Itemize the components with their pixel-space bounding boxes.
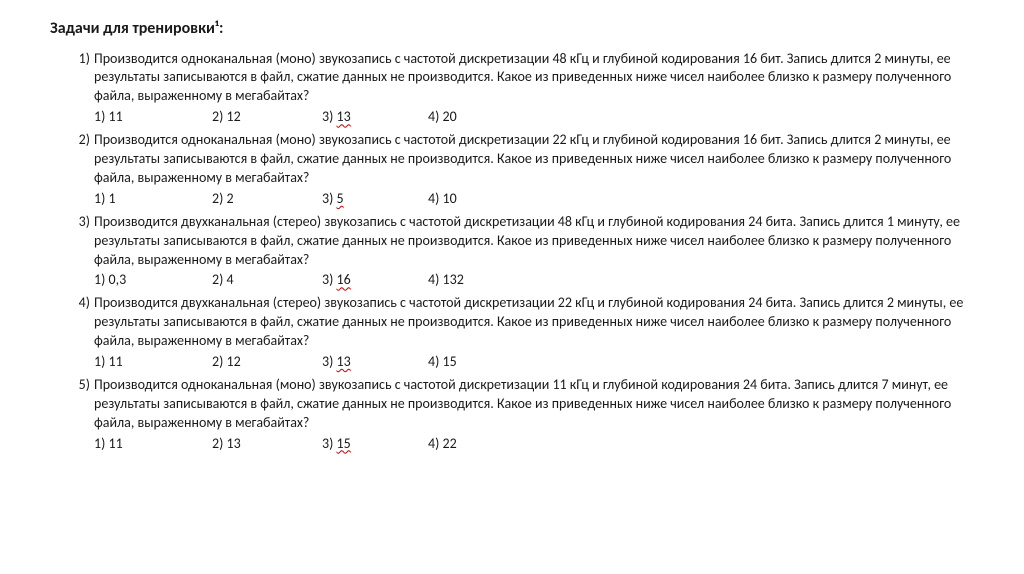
problem-text: Производится двухканальная (стерео) звук… (94, 213, 974, 270)
answer-prefix: 3) (322, 435, 337, 452)
list-item: 5)Производится одноканальная (моно) звук… (78, 376, 974, 454)
answer-option: 2) 13 (212, 435, 322, 454)
answer-value: 13 (337, 108, 351, 125)
answer-option: 4) 20 (428, 108, 457, 127)
answer-option: 3) 15 (322, 435, 428, 454)
page-title: Задачи для тренировки¹: (50, 18, 974, 40)
answer-value: 5 (337, 190, 344, 207)
answer-prefix: 3) (322, 190, 337, 207)
answer-option: 1) 11 (94, 435, 212, 454)
answer-row: 1) 112) 133) 154) 22 (94, 435, 974, 454)
problem-list: 1)Производится одноканальная (моно) звук… (50, 50, 974, 454)
problem-text: Производится одноканальная (моно) звукоз… (94, 131, 974, 188)
answer-option: 4) 15 (428, 353, 457, 372)
answer-row: 1) 112) 123) 134) 15 (94, 353, 974, 372)
list-item: 4)Производится двухканальная (стерео) зв… (78, 294, 974, 372)
answer-option: 1) 11 (94, 353, 212, 372)
answer-option: 2) 4 (212, 271, 322, 290)
answer-option: 3) 13 (322, 353, 428, 372)
answer-value: 13 (337, 353, 351, 370)
answer-prefix: 3) (322, 108, 337, 125)
problem-number: 1) (66, 50, 90, 69)
answer-value: 15 (337, 435, 351, 452)
answer-row: 1) 0,32) 43) 164) 132 (94, 271, 974, 290)
answer-prefix: 3) (322, 271, 337, 288)
problem-number: 2) (66, 131, 90, 150)
answer-prefix: 3) (322, 353, 337, 370)
answer-option: 1) 1 (94, 190, 212, 209)
answer-option: 3) 13 (322, 108, 428, 127)
answer-row: 1) 12) 23) 54) 10 (94, 190, 974, 209)
document-page: Задачи для тренировки¹: 1)Производится о… (0, 0, 1024, 477)
list-item: 1)Производится одноканальная (моно) звук… (78, 50, 974, 128)
answer-option: 4) 22 (428, 435, 457, 454)
answer-row: 1) 112) 123) 134) 20 (94, 108, 974, 127)
answer-option: 2) 12 (212, 353, 322, 372)
problem-number: 3) (66, 213, 90, 232)
problem-text: Производится одноканальная (моно) звукоз… (94, 376, 974, 433)
problem-number: 5) (66, 376, 90, 395)
answer-option: 2) 2 (212, 190, 322, 209)
answer-value: 16 (337, 271, 351, 288)
list-item: 2)Производится одноканальная (моно) звук… (78, 131, 974, 209)
problem-number: 4) (66, 294, 90, 313)
answer-option: 3) 5 (322, 190, 428, 209)
problem-text: Производится двухканальная (стерео) звук… (94, 294, 974, 351)
answer-option: 1) 0,3 (94, 271, 212, 290)
answer-option: 1) 11 (94, 108, 212, 127)
answer-option: 3) 16 (322, 271, 428, 290)
answer-option: 4) 132 (428, 271, 464, 290)
answer-option: 2) 12 (212, 108, 322, 127)
list-item: 3)Производится двухканальная (стерео) зв… (78, 213, 974, 291)
problem-text: Производится одноканальная (моно) звукоз… (94, 50, 974, 107)
answer-option: 4) 10 (428, 190, 457, 209)
